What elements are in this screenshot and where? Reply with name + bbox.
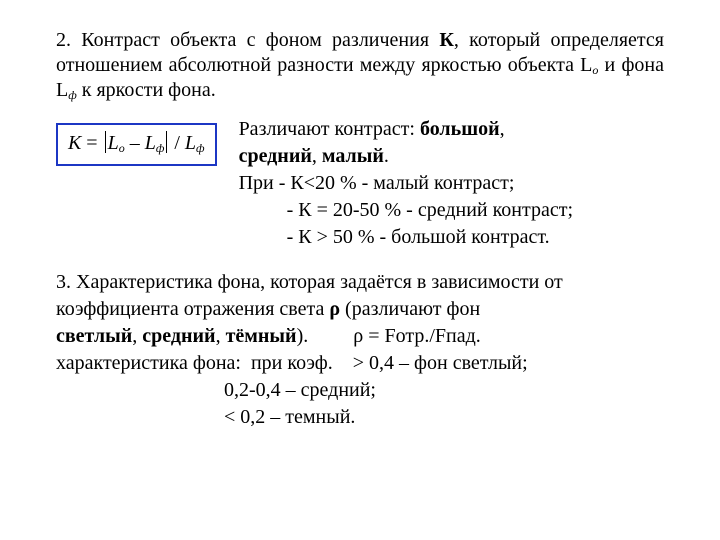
p3-line-5: 0,2-0,4 – средний; — [56, 378, 664, 403]
text: 2. Контраст объекта с фоном различения — [56, 29, 439, 51]
bold-small: малый — [322, 145, 384, 167]
text: к яркости фона. — [77, 79, 216, 101]
formula-div: / — [169, 132, 185, 154]
list-line-2: средний, малый. — [239, 144, 664, 169]
formula-sub-f: ф — [156, 141, 165, 155]
text: , — [312, 145, 322, 167]
text: , — [216, 325, 226, 347]
bold-dark: тёмный — [226, 325, 297, 347]
bold-medium: средний — [239, 145, 312, 167]
bold-medium2: средний — [142, 325, 215, 347]
paragraph-contrast-definition: 2. Контраст объекта с фоном различения К… — [56, 28, 664, 103]
abs-bar-2 — [166, 131, 167, 153]
p3-line-4: характеристика фона: при коэф. > 0,4 – ф… — [56, 351, 664, 376]
formula-eq: = — [81, 132, 102, 154]
formula-K: К — [68, 132, 81, 154]
list-line-1: Различают контраст: большой, — [239, 117, 664, 142]
contrast-levels-list: Различают контраст: большой, средний, ма… — [239, 117, 664, 252]
formula-sub-f2: ф — [196, 141, 205, 155]
text: Различают контраст: — [239, 118, 420, 140]
list-line-5: - К > 50 % - большой контраст. — [239, 225, 664, 250]
subscript-f: ф — [68, 88, 77, 102]
bold-light: светлый — [56, 325, 132, 347]
abs-bar — [105, 131, 106, 153]
p3-line-6: < 0,2 – темный. — [56, 405, 664, 430]
contrast-formula-box: К = Lо – Lф / Lф — [56, 123, 217, 166]
p3-line-3: светлый, средний, тёмный). ρ = Fотр./Fпа… — [56, 324, 664, 349]
bold-rho: ρ — [329, 298, 340, 320]
text: , — [500, 118, 505, 140]
formula-minus: – — [125, 132, 145, 154]
list-line-4: - К = 20-50 % - средний контраст; — [239, 198, 664, 223]
formula-L3: L — [185, 132, 196, 154]
text: , — [132, 325, 142, 347]
bold-big: большой — [420, 118, 500, 140]
text: . — [384, 145, 389, 167]
p3-line-2: коэффициента отражения света ρ (различаю… — [56, 297, 664, 322]
paragraph-background-characteristic: 3. Характеристика фона, которая задаётся… — [56, 270, 664, 430]
document-page: 2. Контраст объекта с фоном различения К… — [0, 0, 720, 540]
p3-line-1: 3. Характеристика фона, которая задаётся… — [56, 270, 664, 295]
formula-L2: L — [145, 132, 156, 154]
bold-K: К — [439, 29, 454, 51]
text: коэффициента отражения света — [56, 298, 329, 320]
text: ). ρ = Fотр./Fпад. — [297, 325, 481, 347]
formula-L: L — [108, 132, 119, 154]
text: (различают фон — [340, 298, 480, 320]
list-line-3: При - К<20 % - малый контраст; — [239, 171, 664, 196]
formula-and-list-row: К = Lо – Lф / Lф Различают контраст: бол… — [56, 117, 664, 252]
